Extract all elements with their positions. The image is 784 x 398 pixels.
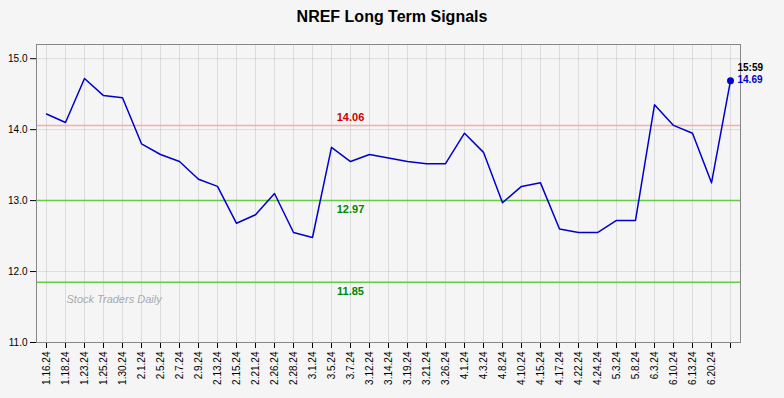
svg-text:6.13.24: 6.13.24	[687, 351, 698, 385]
svg-text:15:59: 15:59	[738, 62, 764, 73]
svg-text:3.21.24: 3.21.24	[421, 351, 432, 385]
svg-text:15.0: 15.0	[8, 53, 28, 64]
svg-text:Stock Traders Daily: Stock Traders Daily	[67, 293, 164, 305]
svg-text:12.97: 12.97	[337, 203, 365, 215]
svg-text:13.0: 13.0	[8, 195, 28, 206]
svg-text:2.28.24: 2.28.24	[288, 351, 299, 385]
svg-text:3.19.24: 3.19.24	[402, 351, 413, 385]
svg-text:14.69: 14.69	[738, 74, 763, 85]
svg-text:14.0: 14.0	[8, 124, 28, 135]
svg-text:3.26.24: 3.26.24	[440, 351, 451, 385]
svg-text:3.12.24: 3.12.24	[364, 351, 375, 385]
svg-text:4.17.24: 4.17.24	[554, 351, 565, 385]
svg-text:3.14.24: 3.14.24	[383, 351, 394, 385]
svg-text:4.22.24: 4.22.24	[573, 351, 584, 385]
html-text:NREF Long Term Signals: NREF Long Term Signals	[296, 8, 488, 25]
svg-text:11.0: 11.0	[9, 337, 28, 348]
svg-text:2.5.24: 2.5.24	[155, 351, 166, 379]
svg-text:2.13.24: 2.13.24	[212, 351, 223, 385]
svg-text:4.1.24: 4.1.24	[459, 351, 470, 379]
svg-text:4.10.24: 4.10.24	[516, 351, 527, 385]
svg-text:4.15.24: 4.15.24	[535, 351, 546, 385]
svg-text:2.1.24: 2.1.24	[136, 351, 147, 379]
svg-text:1.23.24: 1.23.24	[79, 351, 90, 385]
svg-text:4.3.24: 4.3.24	[478, 351, 489, 379]
svg-text:12.0: 12.0	[8, 266, 28, 277]
svg-text:6.20.24: 6.20.24	[706, 351, 717, 385]
svg-text:2.15.24: 2.15.24	[231, 351, 242, 385]
svg-text:2.26.24: 2.26.24	[269, 351, 280, 385]
svg-text:3.1.24: 3.1.24	[307, 351, 318, 379]
svg-text:11.85: 11.85	[337, 285, 364, 297]
svg-text:5.8.24: 5.8.24	[630, 351, 641, 379]
svg-text:1.18.24: 1.18.24	[60, 351, 71, 385]
svg-text:5.3.24: 5.3.24	[611, 351, 622, 379]
svg-text:6.10.24: 6.10.24	[668, 351, 679, 385]
svg-text:1.16.24: 1.16.24	[41, 351, 52, 385]
svg-text:14.06: 14.06	[337, 111, 365, 123]
svg-text:3.5.24: 3.5.24	[326, 351, 337, 379]
svg-text:3.7.24: 3.7.24	[345, 351, 356, 379]
svg-text:2.9.24: 2.9.24	[193, 351, 204, 379]
svg-text:2.7.24: 2.7.24	[174, 351, 185, 379]
svg-text:2.21.24: 2.21.24	[250, 351, 261, 385]
svg-text:6.3.24: 6.3.24	[649, 351, 660, 379]
svg-text:4.24.24: 4.24.24	[592, 351, 603, 385]
svg-text:1.25.24: 1.25.24	[98, 351, 109, 385]
svg-text:4.8.24: 4.8.24	[497, 351, 508, 379]
svg-text:1.30.24: 1.30.24	[117, 351, 128, 385]
